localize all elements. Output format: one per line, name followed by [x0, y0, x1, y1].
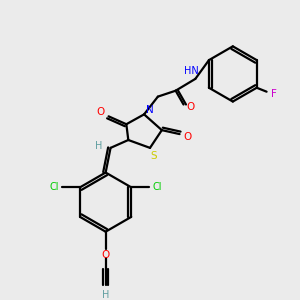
Text: O: O	[101, 250, 110, 260]
Text: O: O	[183, 132, 192, 142]
Text: N: N	[146, 105, 154, 116]
Text: H: H	[102, 290, 109, 300]
Text: S: S	[151, 151, 157, 161]
Text: O: O	[186, 103, 194, 112]
Text: H: H	[95, 141, 102, 151]
Text: O: O	[97, 107, 105, 117]
Text: Cl: Cl	[152, 182, 162, 192]
Text: HN: HN	[184, 66, 199, 76]
Text: Cl: Cl	[50, 182, 59, 192]
Text: F: F	[271, 89, 276, 99]
